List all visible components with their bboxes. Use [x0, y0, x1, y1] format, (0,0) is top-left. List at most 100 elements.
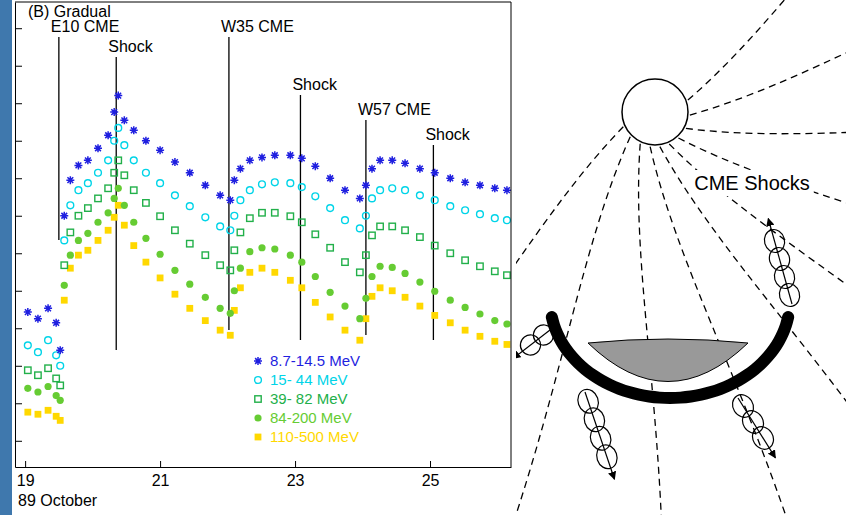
- y-tick-mark: [15, 366, 22, 367]
- data-point: [447, 297, 454, 304]
- data-point: [377, 284, 384, 291]
- data-point: [95, 169, 102, 176]
- data-point: [84, 180, 91, 187]
- data-point: [388, 156, 396, 164]
- y-tick: [15, 253, 22, 254]
- x-tick: 23: [287, 461, 305, 489]
- data-point: [504, 217, 511, 224]
- helix: [728, 391, 777, 458]
- data-point: [447, 203, 454, 210]
- data-point: [432, 242, 438, 248]
- data-point: [202, 294, 209, 301]
- x-tick: 21: [152, 461, 170, 489]
- data-point: [105, 209, 112, 216]
- legend-marker: [254, 357, 262, 365]
- data-point: [416, 165, 424, 173]
- plot-area: [24, 37, 511, 424]
- data-point: [201, 181, 209, 189]
- data-point: [271, 245, 278, 252]
- data-point: [157, 275, 164, 282]
- data-point: [431, 169, 439, 177]
- data-point: [217, 327, 224, 334]
- series-group: [25, 157, 511, 388]
- data-point: [202, 252, 208, 258]
- data-point: [226, 196, 234, 204]
- data-point: [61, 262, 67, 268]
- data-point: [231, 287, 238, 294]
- annotations: E10 CMEShockW35 CMEShockW57 CMEShock: [51, 18, 471, 143]
- data-point: [67, 202, 74, 209]
- data-point: [121, 172, 127, 178]
- y-tick-mark: [15, 253, 22, 254]
- y-tick-mark: [15, 403, 22, 404]
- data-point: [105, 185, 111, 191]
- data-point: [75, 237, 82, 244]
- y-tick-mark: [15, 178, 22, 179]
- legend-label: 39- 82 MeV: [270, 390, 348, 407]
- data-point: [258, 244, 265, 251]
- series-group: [24, 92, 511, 355]
- data-point: [476, 181, 484, 189]
- data-point: [111, 137, 118, 144]
- legend-label: 84-200 MeV: [270, 409, 352, 426]
- data-point: [95, 195, 101, 201]
- data-point: [24, 342, 31, 349]
- data-point: [115, 202, 122, 209]
- data-point: [342, 327, 349, 334]
- data-point: [356, 337, 363, 344]
- data-point: [327, 205, 334, 212]
- data-point: [477, 263, 483, 269]
- data-point: [369, 232, 375, 238]
- data-point: [341, 302, 348, 309]
- data-point: [401, 270, 408, 277]
- data-point: [227, 267, 233, 273]
- x-axis-line: [16, 467, 512, 468]
- legend-label: 110-500 MeV: [270, 428, 359, 445]
- data-point: [61, 237, 68, 244]
- data-point: [45, 337, 52, 344]
- y-tick-mark: [15, 328, 22, 329]
- sun: [622, 79, 688, 145]
- data-point: [503, 186, 511, 194]
- data-point: [57, 397, 64, 404]
- ejecta: [588, 339, 748, 382]
- data-point: [356, 225, 363, 232]
- data-point: [187, 240, 193, 246]
- data-point: [35, 372, 41, 378]
- y-tick: [15, 28, 22, 29]
- data-point: [416, 192, 423, 199]
- data-point: [157, 180, 164, 187]
- event-label: Shock: [292, 76, 337, 93]
- data-point: [503, 320, 510, 327]
- data-point: [105, 227, 112, 234]
- data-point: [461, 178, 469, 186]
- data-point: [52, 319, 60, 327]
- data-point: [74, 161, 82, 169]
- event-line: [365, 120, 366, 335]
- data-point: [362, 181, 370, 189]
- data-point: [130, 126, 138, 134]
- y-tick: [15, 141, 22, 142]
- data-point: [111, 214, 118, 221]
- field-line: [686, 127, 846, 134]
- data-point: [217, 262, 223, 268]
- data-point: [35, 349, 42, 356]
- data-point: [341, 186, 349, 194]
- data-point: [504, 341, 511, 348]
- helix-arrow: [738, 398, 775, 458]
- data-point: [24, 409, 31, 416]
- data-point: [130, 219, 137, 226]
- helix-arrow: [585, 392, 614, 479]
- event-line: [228, 37, 229, 330]
- data-point: [431, 312, 438, 319]
- data-point: [186, 203, 193, 210]
- data-point: [75, 187, 82, 194]
- data-point: [143, 200, 149, 206]
- data-point: [368, 165, 376, 173]
- data-point: [491, 317, 498, 324]
- data-point: [57, 382, 63, 388]
- data-point: [142, 235, 149, 242]
- data-point: [271, 269, 278, 276]
- data-point: [120, 116, 128, 124]
- data-point: [34, 388, 41, 395]
